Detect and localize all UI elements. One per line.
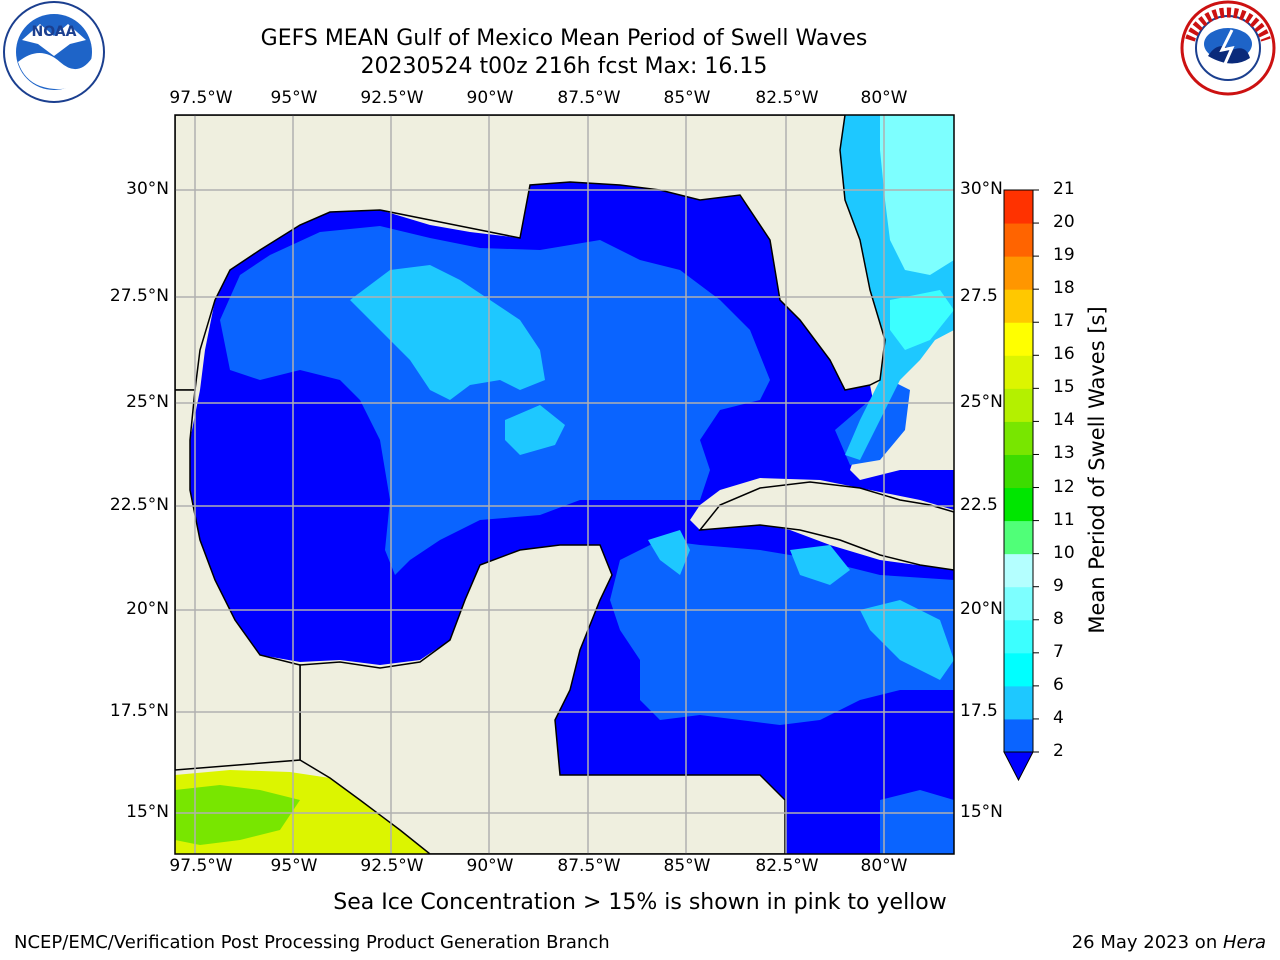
map-title: GEFS MEAN Gulf of Mexico Mean Period of … xyxy=(260,26,868,51)
lon-label-top: 85°W xyxy=(663,88,711,108)
credit-text: NCEP/EMC/Verification Post Processing Pr… xyxy=(14,932,610,953)
lon-label-top: 80°W xyxy=(860,88,908,108)
colorbar-level-label: 12 xyxy=(1053,476,1075,497)
period-6-8-atlantic xyxy=(880,115,954,275)
colorbar-segment xyxy=(1004,718,1033,753)
colorbar-segment xyxy=(1004,190,1033,224)
lat-label-left: 27.5°N xyxy=(109,286,169,306)
lat-label-right: 27.5 xyxy=(960,286,998,306)
lat-label-left: 22.5°N xyxy=(109,495,169,515)
colorbar-segment xyxy=(1004,256,1033,290)
period-2-4 xyxy=(220,226,770,575)
period-2-4-south xyxy=(610,540,954,725)
cuba-land xyxy=(698,481,954,571)
colorbar-level-label: 11 xyxy=(1053,509,1075,530)
colorbar-title: Mean Period of Swell Waves [s] xyxy=(1085,306,1109,634)
colorbar-segment xyxy=(1004,388,1033,422)
lon-label-bottom: 92.5°W xyxy=(360,856,424,876)
colorbar-frame xyxy=(1003,189,1034,753)
lat-label-left: 25°N xyxy=(126,392,169,412)
lon-label-bottom: 95°W xyxy=(270,856,318,876)
nws-logo xyxy=(1180,0,1276,96)
colorbar-level-label: 16 xyxy=(1053,344,1075,365)
lon-label-top: 97.5°W xyxy=(169,88,233,108)
lat-label-left: 20°N xyxy=(126,599,169,619)
lon-label-top: 82.5°W xyxy=(755,88,819,108)
map-frame xyxy=(174,114,955,855)
colorbar-level-label: 14 xyxy=(1053,410,1075,431)
period-6-8-patch xyxy=(890,290,954,350)
date-text: 26 May 2023 on Hera xyxy=(1072,932,1266,953)
sea-ice-field-inner xyxy=(175,785,300,845)
colorbar-level-label: 9 xyxy=(1053,575,1064,596)
colorbar-level-label: 15 xyxy=(1053,377,1075,398)
colorbar-segment xyxy=(1004,421,1033,455)
lon-label-top: 95°W xyxy=(270,88,318,108)
colorbar-level-label: 2 xyxy=(1053,741,1064,761)
period-2-4-se xyxy=(880,790,954,854)
colorbar-level-label: 21 xyxy=(1053,179,1075,199)
noaa-logo-text: NOAA xyxy=(32,24,77,40)
machine-name: Hera xyxy=(1222,932,1266,953)
colorbar-level-label: 6 xyxy=(1053,674,1064,695)
colorbar-segment xyxy=(1004,652,1033,687)
colorbar-segment xyxy=(1004,520,1033,555)
colorbar-segment xyxy=(1004,223,1033,257)
colorbar-level-label: 17 xyxy=(1053,311,1075,332)
yucatan-land xyxy=(299,544,786,854)
colorbar-level-label: 20 xyxy=(1053,212,1075,233)
colorbar-segment xyxy=(1004,685,1033,720)
period-4-6-d xyxy=(790,545,850,585)
lon-label-bottom: 80°W xyxy=(860,856,908,876)
lat-label-right: 22.5 xyxy=(960,495,998,515)
lat-label-right: 30°N xyxy=(960,179,1003,199)
period-4-6 xyxy=(350,265,545,400)
lat-label-right: 15°N xyxy=(960,802,1003,822)
colorbar-level-label: 8 xyxy=(1053,608,1064,629)
graticule xyxy=(175,115,954,854)
map-subtitle: 20230524 t00z 216h fcst Max: 16.15 xyxy=(360,54,768,79)
lon-label-bottom: 82.5°W xyxy=(755,856,819,876)
period-4-6-b xyxy=(505,405,565,455)
lon-label-bottom: 85°W xyxy=(663,856,711,876)
lon-label-bottom: 90°W xyxy=(466,856,514,876)
lon-label-top: 87.5°W xyxy=(557,88,621,108)
colorbar-segment xyxy=(1004,322,1033,356)
noaa-logo: NOAA xyxy=(3,1,105,103)
colorbar-segment xyxy=(1004,487,1033,522)
colorbar xyxy=(1003,189,1039,782)
colorbar-segment xyxy=(1004,355,1033,389)
colorbar-segment xyxy=(1004,454,1033,489)
lat-label-left: 17.5°N xyxy=(109,701,169,721)
sea-ice-note: Sea Ice Concentration > 15% is shown in … xyxy=(333,890,947,915)
lat-label-left: 15°N xyxy=(126,802,169,822)
lon-label-bottom: 97.5°W xyxy=(169,856,233,876)
colorbar-level-label: 10 xyxy=(1053,542,1075,563)
colorbar-segment xyxy=(1004,289,1033,323)
lat-label-right: 20°N xyxy=(960,599,1003,619)
colorbar-segment xyxy=(1004,553,1033,588)
mexico-land xyxy=(175,389,301,771)
lon-label-bottom: 87.5°W xyxy=(557,856,621,876)
colorbar-segment xyxy=(1004,619,1033,654)
lon-label-top: 92.5°W xyxy=(360,88,424,108)
colorbar-level-label: 19 xyxy=(1053,245,1075,266)
colorbar-level-label: 7 xyxy=(1053,641,1064,662)
date-value: 26 May 2023 on xyxy=(1071,932,1223,953)
lat-label-right: 17.5 xyxy=(960,701,998,721)
period-4-6-c xyxy=(648,530,690,575)
colorbar-level-label: 18 xyxy=(1053,278,1075,299)
colorbar-segment xyxy=(1004,586,1033,621)
lat-label-left: 30°N xyxy=(126,179,169,199)
map-area xyxy=(175,115,954,854)
florida-land xyxy=(175,115,886,391)
lat-label-right: 25°N xyxy=(960,392,1003,412)
colorbar-level-label: 13 xyxy=(1053,443,1075,464)
lon-label-top: 90°W xyxy=(466,88,514,108)
colorbar-under-triangle xyxy=(1003,751,1034,782)
colorbar-level-label: 4 xyxy=(1053,707,1064,728)
